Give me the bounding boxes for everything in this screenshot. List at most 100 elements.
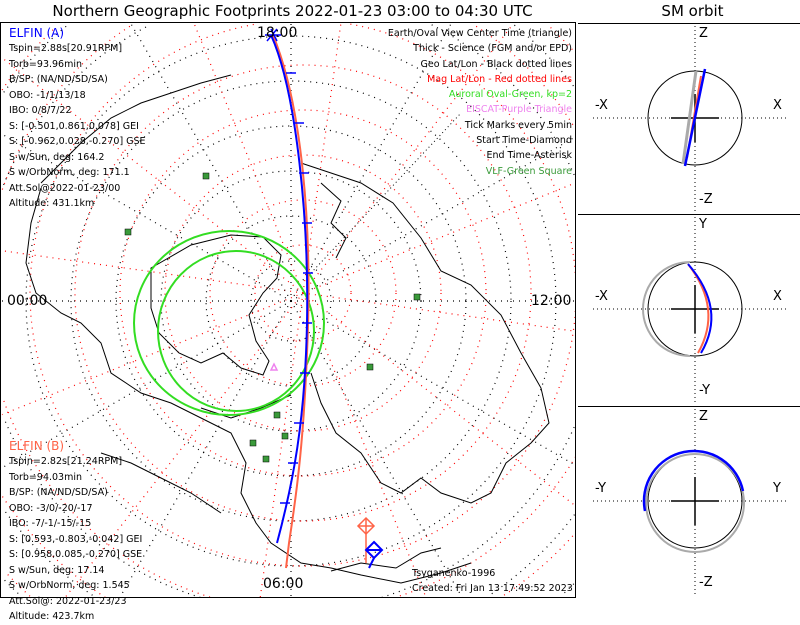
elfin-b-info: ELFIN (B) Tspin=2.82s[21.24RPM] Torb=94.0… xyxy=(9,438,142,625)
mag-lon-line xyxy=(1,250,304,294)
geo-lon-line xyxy=(119,300,292,597)
elfin-a-orbit xyxy=(683,68,707,167)
vlf-square xyxy=(202,172,210,180)
mag-lon-line xyxy=(1,292,304,416)
geo-lon-line xyxy=(290,136,575,302)
mag-lon-line xyxy=(302,292,575,507)
lat-lon-grid xyxy=(1,23,575,597)
axis-label-top: Z xyxy=(699,26,708,41)
sm-orbit-title: SM orbit xyxy=(661,2,724,20)
auroral-oval xyxy=(133,230,325,416)
elfin-a-name: ELFIN (A) xyxy=(9,26,65,40)
mag-lat-circle xyxy=(164,154,442,432)
end-asterisk xyxy=(265,28,281,42)
mag-lat-circle xyxy=(29,23,575,567)
clock-label-top: 18:00 xyxy=(257,25,298,41)
legend-item: EISCAT-Purple Triangle xyxy=(466,104,572,116)
geo-lat-circle xyxy=(160,170,422,432)
divider xyxy=(578,214,800,215)
geo-lat-circle xyxy=(563,583,575,594)
info-line: Att.Sol@: 2022-01-23/23 xyxy=(9,595,127,607)
elfin-a-track xyxy=(270,34,309,544)
track-tick-marks xyxy=(280,72,313,504)
elfin-b-name: ELFIN (B) xyxy=(9,439,65,453)
sm-orbit-plot-3: Z -Z -Y Y xyxy=(578,407,800,599)
geo-lon-line xyxy=(290,300,575,466)
clock-label-right: 12:00 xyxy=(531,293,572,309)
mag-lon-line xyxy=(1,57,304,294)
sm-orbit-plot-1: Z -Z -X X xyxy=(578,24,800,216)
axis-label-left: -Y xyxy=(595,481,607,496)
vlf-square xyxy=(413,293,421,301)
info-line: Tspin=2.88s[20.91RPM] xyxy=(9,43,123,54)
elfin-a-orbit xyxy=(687,263,713,354)
info-line: S: [-0.962,0.028,-0.270] GSE xyxy=(9,136,146,147)
axis-label-left: -X xyxy=(595,289,608,304)
divider xyxy=(578,23,800,24)
info-line: Att.Sol@2022-01-23/00 xyxy=(9,182,121,194)
info-line: S: [-0.501,0.861,0.078] GEI xyxy=(9,120,139,132)
vlf-square xyxy=(124,228,132,236)
created-timestamp: Created: Fri Jan 13 17:49:52 2023 xyxy=(412,583,573,594)
credits: Tsyganenko-1996 Created: Fri Jan 13 17:4… xyxy=(412,566,573,596)
legend-item: End Time-Asterisk xyxy=(486,150,572,162)
elfin-b-start-diamond xyxy=(356,516,376,563)
info-line: S w/Sun, deg: 164.2 xyxy=(9,151,105,163)
legend-item: VLF-Green Square xyxy=(485,165,572,177)
view-center-line xyxy=(310,112,462,274)
info-line: S w/OrbNorm, deg: 171.1 xyxy=(9,167,130,178)
info-line: Altitude: 431.1km xyxy=(9,198,95,209)
axis-label-bottom: -Z xyxy=(699,575,713,590)
mag-lon-line xyxy=(259,292,304,597)
mag-lat-circle xyxy=(1,495,106,597)
clock-label-left: 00:00 xyxy=(7,293,48,309)
legend-item: Auroral Oval-Green, kp=2 xyxy=(448,89,572,101)
info-line: IBO: -7/-1/-15/-15 xyxy=(9,518,92,529)
coastlines xyxy=(25,74,550,584)
geo-lon-line xyxy=(130,23,292,302)
info-line: B/SP: (NA/ND/SD/SA) xyxy=(9,487,108,498)
axis-label-right: X xyxy=(773,289,782,304)
orbit-trace xyxy=(681,70,698,165)
info-line: Altitude: 423.7km xyxy=(9,611,95,622)
vlf-square xyxy=(273,411,281,419)
mag-lat-circle xyxy=(254,244,352,342)
info-line: S: [0.958,0.085,-0.270] GSE xyxy=(9,549,143,560)
info-line: Tspin=2.82s[21.24RPM] xyxy=(9,456,123,467)
vlf-stations xyxy=(124,172,421,463)
axis-label-bottom: -Y xyxy=(699,383,711,398)
info-line: S: [0.593,-0.803,-0.042] GEI xyxy=(9,533,143,545)
info-line: IBO: 0/8/7/22 xyxy=(9,105,72,116)
axis-label-top: Y xyxy=(699,217,707,232)
axis-label-right: Y xyxy=(773,481,781,496)
legend-item: Mag Lat/Lon - Red dotted lines xyxy=(427,73,572,85)
axis-label-right: X xyxy=(773,98,782,113)
info-line: S w/Sun, deg: 17.14 xyxy=(9,564,105,576)
elfin-a-orbit xyxy=(642,449,745,512)
geo-lat-circle xyxy=(514,24,575,88)
elfin-a-start-diamond xyxy=(364,540,384,569)
info-line: B/SP: (NA/ND/SD/SA) xyxy=(9,74,108,85)
info-line: S w/OrbNorm, deg: 1.545 xyxy=(9,580,130,591)
elfin-a-info: ELFIN (A) Tspin=2.88s[20.91RPM] Torb=93.9… xyxy=(9,25,146,212)
geo-lon-line xyxy=(290,300,463,597)
mag-lon-line xyxy=(302,292,427,597)
info-line: Torb=94.03min xyxy=(9,471,83,483)
legend-item: Thick - Science (FGM and/or EPD) xyxy=(413,43,572,55)
geo-lat-circle xyxy=(381,426,575,597)
legend-item: Geo Lat/Lon - Black dotted lines xyxy=(420,58,572,70)
vlf-square xyxy=(262,455,270,463)
map-legend: Earth/Oval View Center Time (triangle) Th… xyxy=(388,26,572,179)
legend-item: Tick Marks every 5min xyxy=(464,119,572,131)
vlf-square xyxy=(281,432,289,440)
axis-label-bottom: -Z xyxy=(699,192,713,207)
axis-label-top: Z xyxy=(699,409,708,424)
sm-orbit-plot-2: Y -Y -X X xyxy=(578,215,800,407)
info-line: Torb=93.96min xyxy=(9,58,83,70)
axis-label-left: -X xyxy=(595,98,608,113)
orbit-trace xyxy=(642,261,691,357)
earth-circle xyxy=(647,261,743,357)
elfin-b-track xyxy=(272,34,310,569)
orbit-trace xyxy=(645,453,745,553)
vlf-square xyxy=(249,439,257,447)
